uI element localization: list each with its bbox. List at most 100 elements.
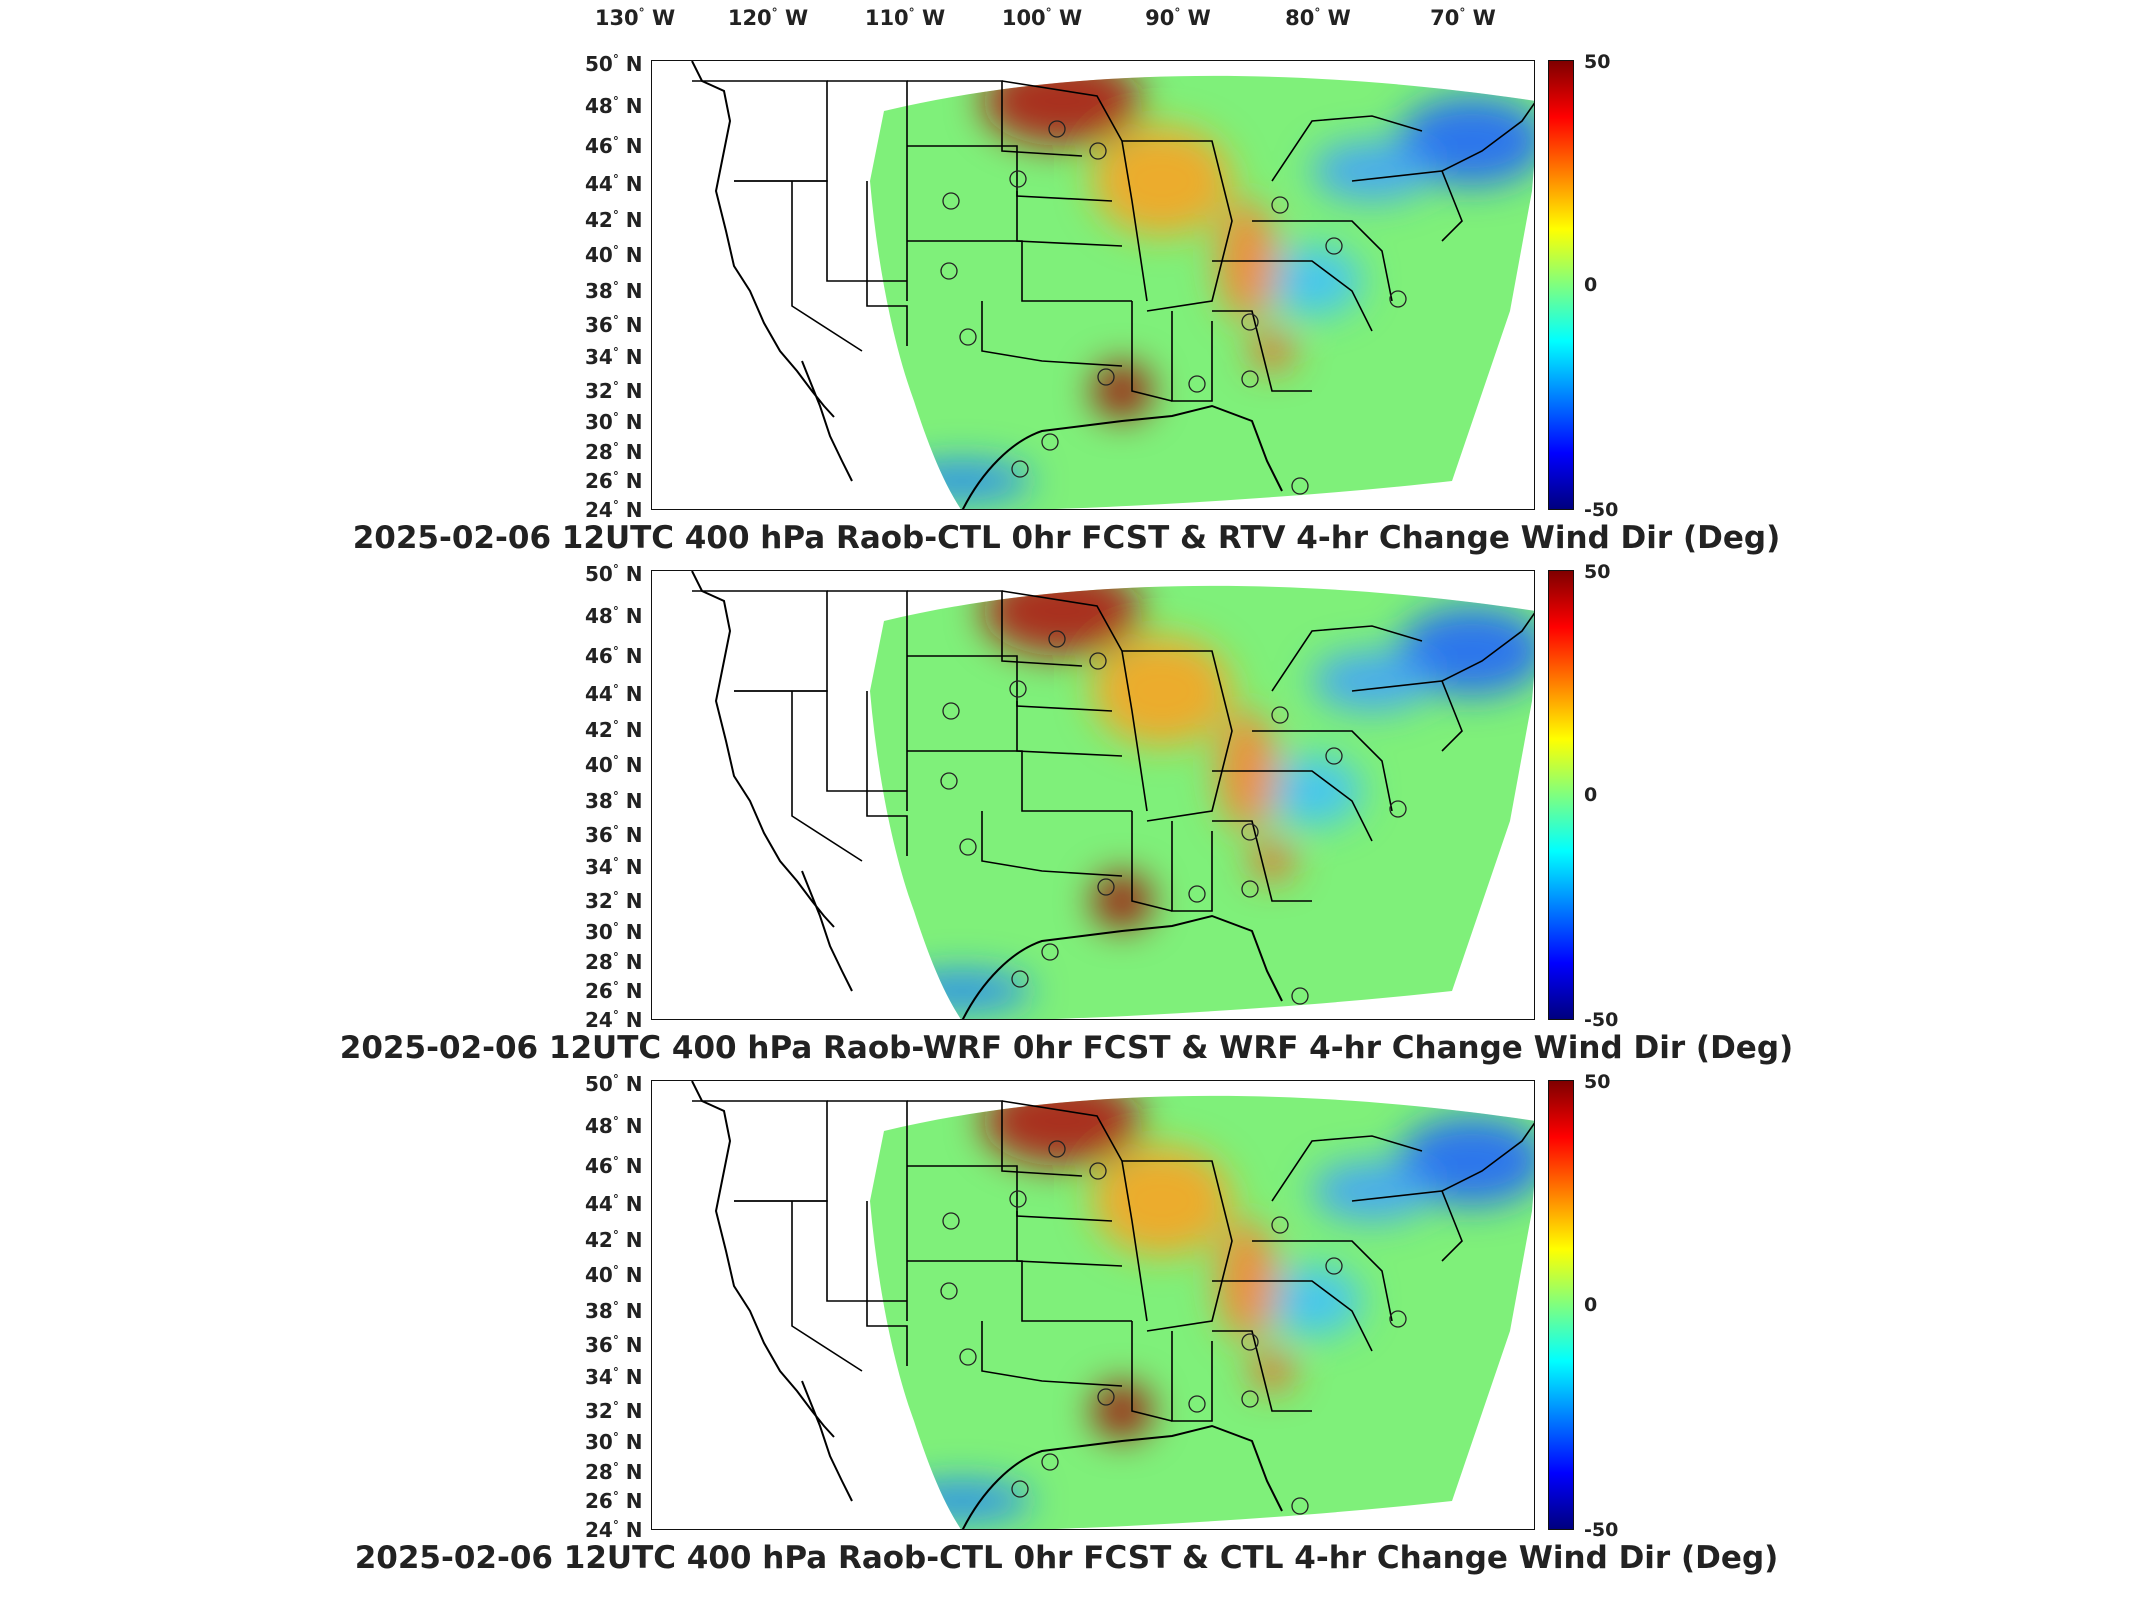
anomaly-shading	[892, 585, 1534, 1011]
lat-label: 30° N	[585, 410, 643, 434]
state-boundary	[827, 80, 908, 301]
state-boundary	[907, 590, 1083, 667]
raob-station-marker	[1241, 313, 1259, 331]
state-boundary	[1441, 612, 1534, 682]
lon-label: 120° W	[727, 6, 809, 30]
state-boundary	[866, 691, 908, 856]
state-boundary	[1351, 1190, 1463, 1262]
lat-label: 44° N	[585, 682, 643, 706]
raob-station-marker	[1188, 885, 1206, 903]
state-boundary	[1122, 650, 1233, 822]
state-boundary	[1252, 1240, 1393, 1322]
lat-label: 40° N	[585, 753, 643, 777]
colorbar-min-label: -50	[1584, 1009, 1619, 1031]
state-boundary	[791, 1201, 863, 1372]
state-boundary	[981, 301, 1123, 367]
state-boundary	[907, 1100, 1083, 1177]
raob-station-marker	[1389, 290, 1407, 308]
state-boundary	[692, 1100, 828, 1202]
lat-label: 36° N	[585, 823, 643, 847]
gulf-coastline	[961, 914, 1283, 1019]
lon-label: 100° W	[1001, 6, 1083, 30]
state-boundary	[692, 590, 828, 692]
raob-station-marker	[1291, 987, 1309, 1005]
state-boundary	[907, 80, 1083, 157]
colorbar	[1548, 60, 1574, 510]
state-boundary	[1171, 821, 1213, 912]
state-boundary	[791, 691, 863, 862]
raob-station-marker	[942, 702, 960, 720]
lat-label: 34° N	[585, 1365, 643, 1389]
coastline	[691, 61, 853, 482]
map-panel-ctl: 50 0 -50 2025-02-06 12UTC 400 hPa Raob-C…	[0, 1071, 2133, 1590]
lat-label: 42° N	[585, 208, 643, 232]
colorbar-min-label: -50	[1584, 1519, 1619, 1541]
panel-title: 2025-02-06 12UTC 400 hPa Raob-CTL 0hr FC…	[352, 520, 1781, 556]
lat-label: 30° N	[585, 920, 643, 944]
raob-station-marker	[1097, 368, 1115, 386]
lat-label: 38° N	[585, 279, 643, 303]
lat-label: 50° N	[585, 52, 643, 76]
raob-station-marker	[940, 262, 958, 280]
state-boundary	[1122, 140, 1233, 312]
raob-station-marker	[1325, 1257, 1343, 1275]
colorbar-mid-label: 0	[1584, 274, 1598, 296]
contiguous-us-map	[691, 61, 1534, 509]
map-panel-rtv: 50 0 -50 2025-02-06 12UTC 400 hPa Raob-C…	[0, 51, 2133, 570]
lat-label: 44° N	[585, 1192, 643, 1216]
lat-label: 38° N	[585, 789, 643, 813]
raob-station-marker	[1048, 630, 1066, 648]
anomaly-shading	[892, 1095, 1534, 1521]
lat-label: 28° N	[585, 950, 643, 974]
raob-station-marker	[959, 328, 977, 346]
lat-label: 28° N	[585, 1460, 643, 1484]
lat-label: 32° N	[585, 889, 643, 913]
state-boundary	[1016, 701, 1123, 757]
colorbar-max-label: 50	[1584, 1071, 1611, 1093]
raob-station-marker	[1048, 120, 1066, 138]
raob-station-marker	[1241, 1333, 1259, 1351]
lat-label: 34° N	[585, 345, 643, 369]
raob-station-marker	[940, 1282, 958, 1300]
raob-station-marker	[1041, 1453, 1059, 1471]
raob-station-marker	[1089, 1162, 1107, 1180]
lat-label: 48° N	[585, 1114, 643, 1138]
raob-station-marker	[1048, 1140, 1066, 1158]
raob-station-marker	[1011, 970, 1029, 988]
map-frame	[651, 570, 1535, 1020]
state-boundary	[1271, 1135, 1423, 1202]
coastline	[691, 571, 853, 992]
lat-label: 50° N	[585, 1072, 643, 1096]
state-boundary	[1212, 820, 1312, 902]
lat-label: 26° N	[585, 979, 643, 1003]
lat-label: 24° N	[585, 1008, 643, 1032]
lon-label: 70° W	[1430, 6, 1496, 30]
state-boundary	[1171, 1331, 1213, 1422]
raob-station-marker	[1271, 196, 1289, 214]
state-boundary	[1271, 625, 1423, 692]
lat-label: 26° N	[585, 1489, 643, 1513]
raob-station-marker	[1097, 878, 1115, 896]
state-boundary	[1016, 191, 1123, 247]
raob-station-marker	[940, 772, 958, 790]
lat-label: 32° N	[585, 379, 643, 403]
lat-label: 34° N	[585, 855, 643, 879]
map-frame	[651, 60, 1535, 510]
raob-station-marker	[942, 1212, 960, 1230]
lon-label: 90° W	[1145, 6, 1211, 30]
raob-station-marker	[1041, 943, 1059, 961]
state-boundary	[1131, 301, 1173, 402]
lat-label: 24° N	[585, 498, 643, 522]
state-boundary	[1252, 220, 1393, 302]
raob-station-marker	[959, 1348, 977, 1366]
state-boundary	[692, 80, 828, 182]
lat-label: 36° N	[585, 1333, 643, 1357]
raob-station-marker	[1291, 477, 1309, 495]
raob-station-marker	[1089, 652, 1107, 670]
lat-label: 42° N	[585, 1228, 643, 1252]
lat-label: 40° N	[585, 243, 643, 267]
raob-station-marker	[1241, 880, 1259, 898]
contiguous-us-map	[691, 571, 1534, 1019]
map-frame	[651, 1080, 1535, 1530]
lat-label: 24° N	[585, 1518, 643, 1542]
